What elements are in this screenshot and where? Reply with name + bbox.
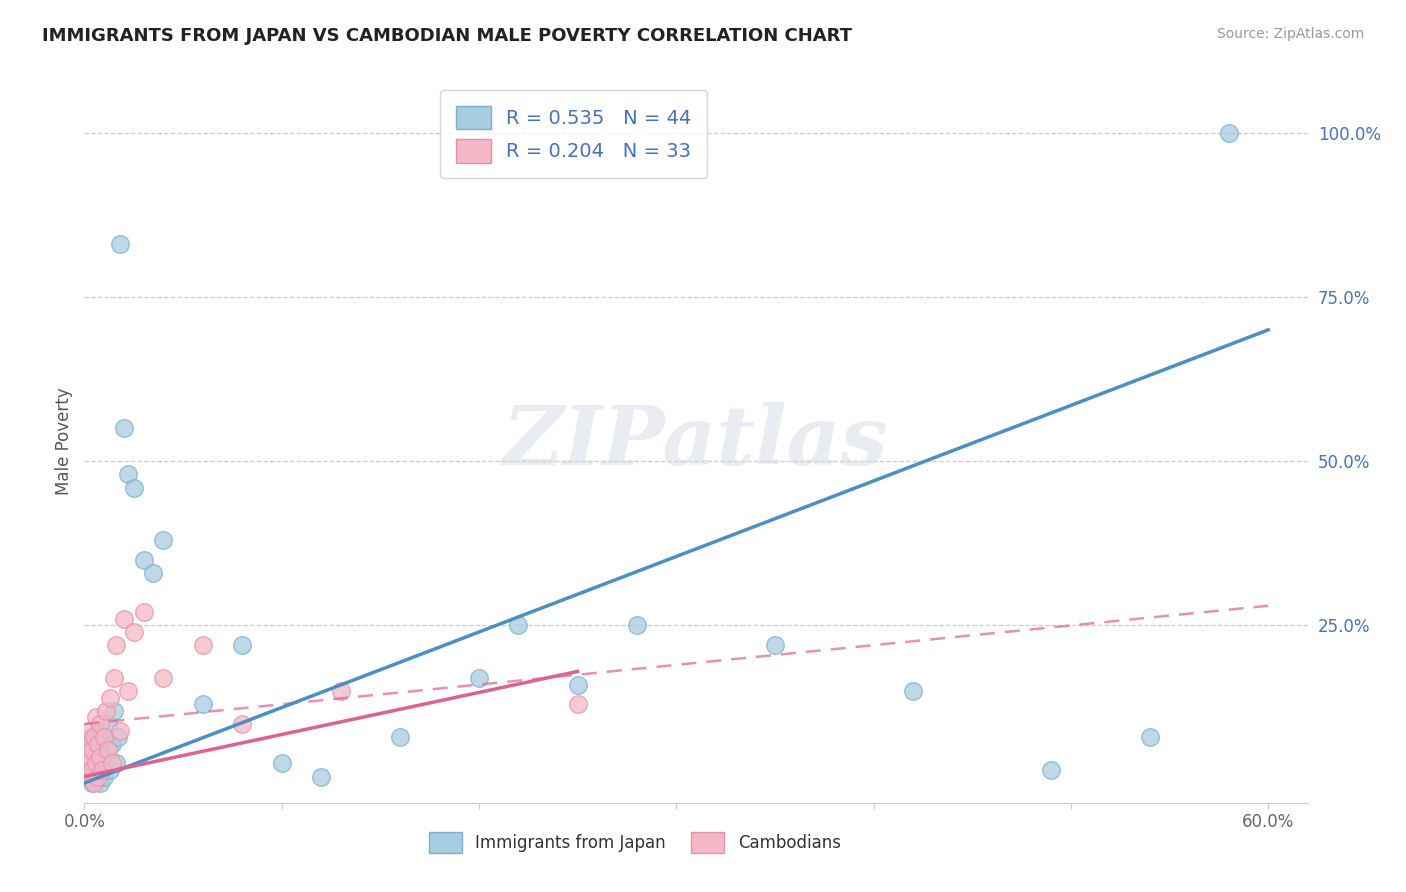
Point [94,704,117,718]
Point [82,763,104,777]
Point [82,743,104,757]
Point [270,756,292,771]
Point [97,717,120,731]
Point [103,671,125,685]
Point [93,730,115,744]
Point [77,737,100,751]
Point [231,638,253,652]
Point [108,723,131,738]
Point [567,677,589,691]
Point [329,684,352,698]
Point [1218,126,1240,140]
Point [98,763,121,777]
Point [84,756,107,771]
Point [152,671,174,685]
Point [112,612,135,626]
Point [191,638,214,652]
Point [91,756,114,771]
Point [79,749,101,764]
Point [87,770,110,784]
Point [89,717,111,731]
Point [77,763,100,777]
Point [82,730,104,744]
Point [309,770,332,784]
Point [122,481,145,495]
Point [132,605,155,619]
Point [191,698,214,712]
Point [901,684,924,698]
Point [142,566,165,580]
Point [84,710,107,724]
Point [117,684,139,698]
Point [132,553,155,567]
Point [231,717,253,731]
Point [84,770,107,784]
Point [94,749,117,764]
Point [108,237,131,252]
Point [626,618,648,632]
Point [93,770,115,784]
Point [104,638,127,652]
Point [89,776,111,790]
Point [112,421,135,435]
Point [87,737,110,751]
Point [117,467,139,482]
Point [468,671,491,685]
Point [83,737,105,751]
Point [83,776,105,790]
Point [93,730,115,744]
Point [87,723,110,738]
Text: Source: ZipAtlas.com: Source: ZipAtlas.com [1216,27,1364,41]
Point [101,737,124,751]
Point [107,730,129,744]
Point [83,730,105,744]
Y-axis label: Male Poverty: Male Poverty [55,388,73,495]
Legend: Immigrants from Japan, Cambodians: Immigrants from Japan, Cambodians [422,826,848,860]
Point [101,756,124,771]
Point [97,743,120,757]
Point [98,690,121,705]
Point [763,638,786,652]
Point [567,698,589,712]
Point [152,533,174,547]
Point [79,770,101,784]
Point [103,704,125,718]
Point [389,730,412,744]
Text: ZIPatlas: ZIPatlas [503,401,889,482]
Point [75,756,97,771]
Point [77,770,100,784]
Point [82,776,104,790]
Point [79,743,101,757]
Point [89,743,111,757]
Point [87,763,110,777]
Point [89,749,111,764]
Point [84,749,107,764]
Point [79,723,101,738]
Point [508,618,530,632]
Text: IMMIGRANTS FROM JAPAN VS CAMBODIAN MALE POVERTY CORRELATION CHART: IMMIGRANTS FROM JAPAN VS CAMBODIAN MALE … [42,27,852,45]
Point [91,763,114,777]
Point [104,756,127,771]
Point [1139,730,1161,744]
Point [83,756,105,771]
Point [122,625,145,640]
Point [1040,763,1063,777]
